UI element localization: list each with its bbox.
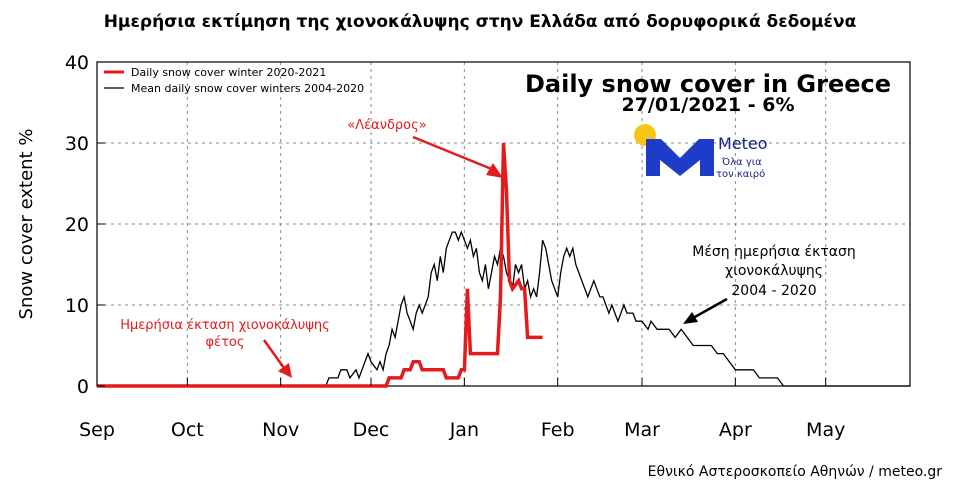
annotation-mean-arrow xyxy=(692,297,728,320)
x-tick-label: Dec xyxy=(353,419,390,441)
annotation-mean-label-1: Μέση ημερήσια έκταση xyxy=(692,244,855,260)
annotation-leandros-arrow xyxy=(412,135,495,172)
annotation-mean: Μέση ημερήσια έκταση χιονοκάλυψης 2004 -… xyxy=(683,244,856,324)
logo-tagline-2: τον καιρό xyxy=(716,168,765,180)
annotation-current-label-1: Ημερήσια έκταση χιονοκάλυψης xyxy=(120,318,330,333)
series-line-current xyxy=(97,142,543,388)
grid-lines xyxy=(97,62,910,386)
credit-text: Εθνικό Αστεροσκοπείο Αθηνών / meteo.gr xyxy=(647,464,942,480)
legend: Daily snow cover winter 2020-2021 Mean d… xyxy=(104,66,364,95)
legend-label-mean: Mean daily snow cover winters 2004-2020 xyxy=(131,82,364,95)
series-layer xyxy=(97,142,910,388)
x-tick-label: Oct xyxy=(171,419,204,441)
annotation-current-arrow xyxy=(262,339,286,369)
x-tick-label: Feb xyxy=(541,419,575,441)
annotation-leandros: «Λέανδρος» xyxy=(347,118,503,178)
annotation-leandros-label: «Λέανδρος» xyxy=(347,118,426,133)
annotation-mean-label-3: 2004 - 2020 xyxy=(731,283,816,299)
x-axis-ticks: Sep Oct Nov Dec Jan Feb Mar Apr May xyxy=(79,378,845,441)
y-tick-label: 10 xyxy=(65,295,89,317)
annotation-current: Ημερήσια έκταση χιονοκάλυψης φέτος xyxy=(120,318,330,378)
x-tick-label: Nov xyxy=(262,419,299,441)
logo-name: Meteo xyxy=(718,134,768,153)
x-tick-label: Sep xyxy=(79,419,115,441)
legend-label-current: Daily snow cover winter 2020-2021 xyxy=(131,66,326,79)
meteo-logo: Meteo Όλα για τον καιρό xyxy=(634,124,768,180)
x-tick-label: Mar xyxy=(624,419,660,441)
y-axis-label: Snow cover extent % xyxy=(16,129,37,320)
y-tick-label: 0 xyxy=(77,376,89,398)
y-axis-ticks: 0 10 20 30 40 xyxy=(65,52,105,398)
annotation-leandros-arrowhead xyxy=(486,163,503,178)
annotation-mean-arrowhead xyxy=(683,312,698,324)
chart-title: Daily snow cover in Greece xyxy=(525,70,891,98)
page-title: Ημερήσια εκτίμηση της χιονοκάλυψης στην … xyxy=(103,12,857,32)
annotation-current-arrowhead xyxy=(278,363,292,378)
y-tick-label: 30 xyxy=(65,133,89,155)
logo-tagline-1: Όλα για xyxy=(721,156,762,168)
annotation-current-label-2: φέτος xyxy=(205,335,244,350)
x-tick-label: Jan xyxy=(449,419,479,441)
meteo-m-mark xyxy=(646,139,714,176)
x-tick-label: May xyxy=(806,419,845,441)
chart-subtitle: 27/01/2021 - 6% xyxy=(621,94,794,116)
y-tick-label: 40 xyxy=(65,52,89,74)
y-tick-label: 20 xyxy=(65,214,89,236)
series-line-mean xyxy=(97,230,910,387)
x-tick-label: Apr xyxy=(719,419,752,441)
annotation-mean-label-2: χιονοκάλυψης xyxy=(725,263,823,279)
